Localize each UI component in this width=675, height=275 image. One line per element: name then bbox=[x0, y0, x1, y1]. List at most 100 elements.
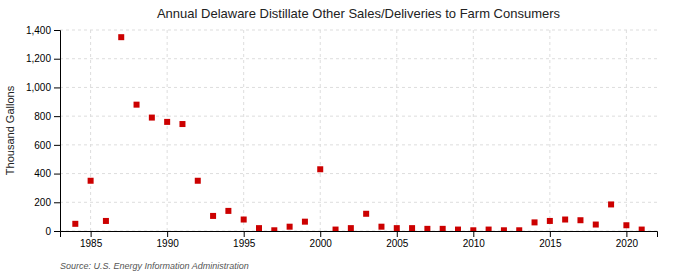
point bbox=[225, 208, 231, 214]
point bbox=[608, 201, 614, 207]
y-axis-line bbox=[54, 31, 61, 232]
y-axis-label: Thousand Gallons bbox=[4, 85, 16, 175]
plot-area bbox=[72, 34, 644, 231]
point bbox=[333, 227, 339, 231]
point bbox=[394, 225, 400, 231]
point bbox=[134, 102, 140, 108]
x-tick-mark bbox=[320, 231, 321, 237]
y-tick-label: 200 bbox=[34, 197, 51, 208]
x-grid-line bbox=[320, 30, 321, 231]
point bbox=[501, 227, 507, 231]
x-tick-mark bbox=[244, 231, 245, 237]
grid bbox=[60, 30, 657, 231]
x-grid-line bbox=[167, 30, 168, 231]
y-grid-line bbox=[60, 58, 657, 59]
chart-svg: Annual Delaware Distillate Other Sales/D… bbox=[0, 0, 675, 275]
point bbox=[378, 224, 384, 230]
x-tick: 2020 bbox=[616, 231, 639, 249]
y-grid-line bbox=[60, 30, 657, 31]
y-tick-mark bbox=[54, 30, 60, 31]
point bbox=[639, 227, 645, 231]
x-tick-mark bbox=[91, 231, 92, 237]
point bbox=[241, 217, 247, 223]
x-grid-line bbox=[396, 30, 397, 231]
point bbox=[363, 211, 369, 217]
point bbox=[118, 34, 124, 40]
point bbox=[516, 227, 522, 231]
x-tick-mark bbox=[473, 231, 474, 237]
y-tick: 400 bbox=[34, 168, 60, 179]
point bbox=[256, 225, 262, 231]
y-tick-mark bbox=[54, 87, 60, 88]
y-tick: 200 bbox=[34, 197, 60, 208]
point bbox=[486, 227, 492, 231]
y-tick-label: 600 bbox=[34, 140, 51, 151]
point bbox=[210, 213, 216, 219]
x-tick-label: 1995 bbox=[233, 238, 256, 249]
point bbox=[593, 222, 599, 228]
point bbox=[317, 166, 323, 172]
y-tick: 800 bbox=[34, 111, 60, 122]
x-grid-line bbox=[90, 30, 91, 231]
x-tick: 1995 bbox=[233, 231, 256, 249]
x-grid-line bbox=[243, 30, 244, 231]
x-tick-label: 2020 bbox=[616, 238, 639, 249]
point bbox=[623, 222, 629, 228]
y-tick: 600 bbox=[34, 140, 60, 151]
x-tick-label: 2015 bbox=[539, 238, 562, 249]
x-axis: 1985 1990 1995 2000 2005 2010 2015 2020 bbox=[61, 231, 658, 249]
point bbox=[455, 227, 461, 231]
y-tick-mark bbox=[54, 231, 60, 232]
point bbox=[88, 178, 94, 184]
y-grid-line bbox=[60, 87, 657, 88]
x-tick: 2005 bbox=[386, 231, 409, 249]
x-tick-label: 1985 bbox=[80, 238, 103, 249]
y-grid-line bbox=[60, 144, 657, 145]
y-tick-label: 400 bbox=[34, 168, 51, 179]
y-tick: 1,000 bbox=[26, 82, 60, 93]
y-tick-label: 800 bbox=[34, 111, 51, 122]
x-grid-line bbox=[549, 30, 550, 231]
y-axis: 0 200 400 600 800 1,000 1,200 1,400 bbox=[26, 25, 61, 237]
point bbox=[103, 218, 109, 224]
point bbox=[424, 226, 430, 231]
y-tick-mark bbox=[54, 116, 60, 117]
y-grid-line bbox=[60, 173, 657, 174]
point bbox=[72, 221, 78, 227]
point bbox=[302, 219, 308, 225]
point bbox=[195, 178, 201, 184]
point bbox=[577, 217, 583, 223]
point bbox=[348, 225, 354, 231]
point bbox=[532, 219, 538, 225]
x-tick-mark bbox=[550, 231, 551, 237]
y-grid-line bbox=[60, 202, 657, 203]
y-tick: 1,200 bbox=[26, 53, 60, 64]
x-axis-line bbox=[61, 232, 658, 238]
y-tick: 1,400 bbox=[26, 25, 60, 36]
point bbox=[179, 121, 185, 127]
point bbox=[547, 218, 553, 224]
y-tick: 0 bbox=[45, 226, 60, 237]
x-grid-line bbox=[626, 30, 627, 231]
y-tick-label: 0 bbox=[45, 226, 51, 237]
x-tick-label: 2010 bbox=[463, 238, 486, 249]
x-tick: 1990 bbox=[157, 231, 180, 249]
x-tick: 2015 bbox=[539, 231, 562, 249]
x-tick: 1985 bbox=[80, 231, 103, 249]
x-tick-mark bbox=[167, 231, 168, 237]
point bbox=[287, 224, 293, 230]
y-tick-mark bbox=[54, 174, 60, 175]
x-grid-line bbox=[473, 30, 474, 231]
y-tick-label: 1,400 bbox=[26, 25, 51, 36]
point bbox=[470, 227, 476, 231]
y-tick-label: 1,000 bbox=[26, 82, 51, 93]
point bbox=[149, 115, 155, 121]
y-tick-mark bbox=[54, 59, 60, 60]
x-tick-mark bbox=[397, 231, 398, 237]
x-tick-label: 2005 bbox=[386, 238, 409, 249]
y-tick-label: 1,200 bbox=[26, 53, 51, 64]
point bbox=[440, 226, 446, 231]
x-tick-label: 2000 bbox=[310, 238, 333, 249]
x-tick-label: 1990 bbox=[157, 238, 180, 249]
point bbox=[562, 217, 568, 223]
